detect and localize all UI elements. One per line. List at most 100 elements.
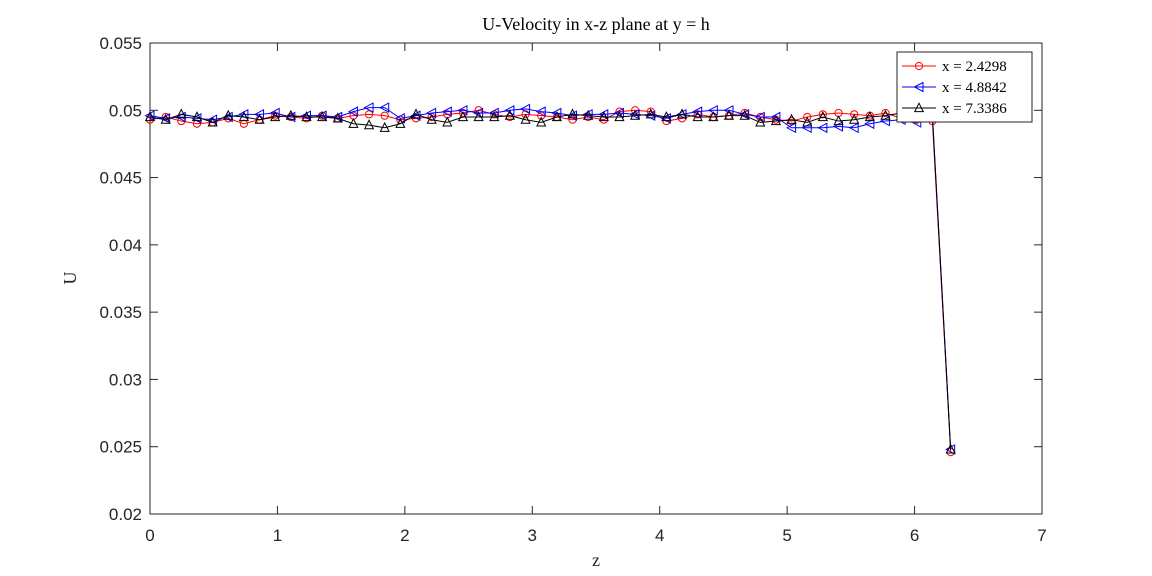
data-point [817, 111, 828, 122]
data-point [269, 107, 280, 119]
data-point [598, 111, 609, 122]
y-tick-label: 0.02 [109, 505, 142, 524]
data-point [536, 116, 547, 127]
data-point [945, 443, 956, 454]
y-tick-label: 0.035 [99, 303, 142, 322]
data-point [864, 111, 875, 122]
data-point [629, 109, 641, 120]
y-tick-label: 0.025 [99, 438, 142, 457]
y-tick-label: 0.05 [109, 101, 142, 120]
data-point [786, 113, 797, 124]
data-point [864, 118, 875, 130]
data-point [817, 122, 828, 134]
data-point [880, 109, 891, 120]
data-point [395, 117, 406, 128]
data-point [723, 104, 734, 116]
data-point [803, 112, 812, 122]
legend-label: x = 7.3386 [942, 101, 1007, 117]
data-point [301, 111, 312, 122]
data-point [473, 107, 484, 119]
y-tick-label: 0.045 [99, 169, 142, 188]
data-point [254, 113, 265, 124]
x-tick-label: 0 [145, 526, 154, 545]
legend-marker [913, 81, 924, 93]
data-point [380, 111, 389, 120]
data-point [848, 122, 859, 134]
data-point [818, 110, 827, 119]
data-point [535, 106, 546, 117]
data-point [270, 111, 281, 122]
legend-label: x = 4.8842 [942, 80, 1007, 96]
data-point [567, 108, 578, 119]
data-point [723, 109, 735, 120]
data-point [379, 121, 390, 132]
legend-marker [913, 102, 925, 113]
data-point [770, 111, 781, 123]
data-point [551, 111, 562, 122]
data-point [754, 111, 765, 123]
data-point [614, 111, 625, 122]
data-point [410, 108, 422, 119]
data-point [881, 108, 890, 118]
data-point [708, 111, 719, 122]
data-point [160, 113, 171, 124]
data-point [613, 107, 624, 119]
data-point [676, 108, 687, 120]
data-point [833, 115, 844, 126]
y-tick-label: 0.055 [99, 34, 142, 53]
data-point [442, 116, 453, 127]
series-3 [144, 107, 956, 454]
data-point [426, 113, 437, 124]
legend-marker [914, 61, 924, 71]
x-tick-label: 6 [910, 526, 919, 545]
data-point [223, 109, 234, 120]
chart-title: U-Velocity in x-z plane at y = h [482, 14, 710, 34]
data-point [802, 116, 813, 127]
series-line [149, 112, 952, 450]
data-point [457, 111, 469, 122]
x-tick-label: 2 [400, 526, 409, 545]
data-point [238, 111, 250, 122]
data-point [144, 111, 156, 122]
y-tick-label: 0.03 [109, 370, 142, 389]
data-point [347, 106, 358, 117]
data-point [363, 102, 374, 113]
data-point [488, 107, 499, 119]
data-point [348, 117, 359, 128]
legend-label: x = 2.4298 [942, 59, 1007, 75]
data-point [207, 116, 218, 127]
x-axis-label: z [592, 550, 600, 570]
data-point [551, 107, 562, 119]
data-point [285, 109, 296, 120]
data-point [521, 110, 530, 119]
data-point [191, 111, 203, 122]
data-point [504, 104, 515, 116]
data-point [849, 113, 860, 124]
x-tick-label: 4 [655, 526, 664, 545]
data-point [739, 109, 750, 120]
data-point [692, 106, 703, 117]
x-tick-label: 5 [782, 526, 791, 545]
x-tick-label: 1 [273, 526, 282, 545]
data-point [676, 108, 688, 119]
data-point [504, 109, 516, 120]
x-tick-label: 3 [528, 526, 537, 545]
legend: x = 2.4298 x = 4.8842 x = 7.3386 [896, 51, 1033, 123]
data-point [441, 106, 452, 117]
data-point [583, 109, 594, 120]
data-point [176, 108, 187, 119]
data-point [661, 111, 672, 122]
x-tick-label: 7 [1037, 526, 1046, 545]
data-point [520, 113, 531, 124]
series-line [149, 107, 952, 450]
data-point [786, 122, 797, 134]
data-point [692, 111, 703, 122]
data-point [850, 110, 859, 119]
data-point [770, 115, 782, 126]
data-point [519, 103, 531, 115]
data-point [755, 116, 766, 127]
data-point [394, 113, 405, 124]
data-point [364, 110, 374, 119]
data-point [473, 111, 484, 122]
